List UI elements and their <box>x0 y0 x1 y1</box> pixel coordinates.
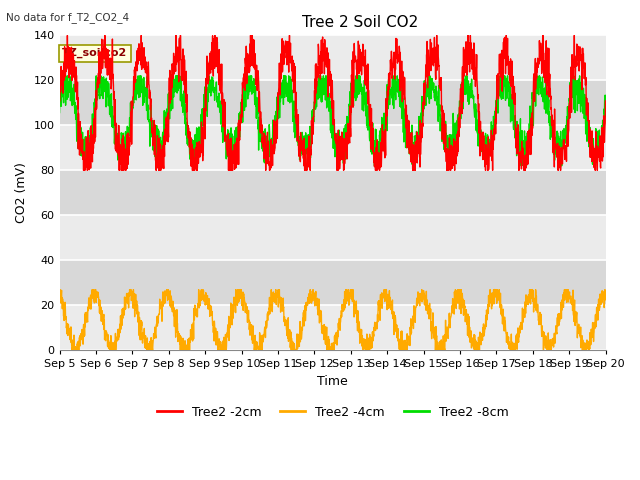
Tree2 -4cm <box>56 293 63 299</box>
Tree2 -8cm <box>569 83 577 88</box>
Bar <box>60 216 605 260</box>
X-axis label: Time: Time <box>317 375 348 388</box>
Tree2 -2cm <box>209 50 216 56</box>
Tree2 -2cm <box>492 131 499 137</box>
Tree2 -4cm <box>349 290 356 296</box>
Tree2 -2cm <box>569 57 577 63</box>
Tree2 -8cm <box>602 103 609 108</box>
Legend: Tree2 -2cm, Tree2 -4cm, Tree2 -8cm: Tree2 -2cm, Tree2 -4cm, Tree2 -8cm <box>152 401 513 424</box>
Bar <box>60 170 605 216</box>
Bar <box>60 36 605 80</box>
Tree2 -4cm <box>209 315 216 321</box>
Text: TZ_soilco2: TZ_soilco2 <box>62 48 127 58</box>
Bar <box>60 80 605 125</box>
Line: Tree2 -2cm: Tree2 -2cm <box>60 36 605 170</box>
Tree2 -4cm <box>554 322 562 328</box>
Text: No data for f_T2_CO2_4: No data for f_T2_CO2_4 <box>6 12 129 23</box>
Line: Tree2 -4cm: Tree2 -4cm <box>60 289 605 350</box>
Tree2 -4cm <box>361 336 369 342</box>
Bar <box>60 260 605 305</box>
Tree2 -4cm <box>492 291 499 297</box>
Tree2 -4cm <box>569 287 577 293</box>
Tree2 -2cm <box>80 168 88 173</box>
Line: Tree2 -8cm: Tree2 -8cm <box>60 76 605 166</box>
Tree2 -2cm <box>361 71 369 77</box>
Tree2 -8cm <box>361 101 369 107</box>
Tree2 -8cm <box>81 163 88 169</box>
Tree2 -8cm <box>349 73 356 79</box>
Tree2 -4cm <box>602 291 609 297</box>
Tree2 -2cm <box>349 82 356 88</box>
Tree2 -4cm <box>56 287 64 292</box>
Tree2 -8cm <box>492 105 499 110</box>
Tree2 -8cm <box>554 147 562 153</box>
Tree2 -8cm <box>209 80 216 85</box>
Tree2 -2cm <box>101 33 109 38</box>
Bar <box>60 305 605 350</box>
Tree2 -8cm <box>56 109 63 115</box>
Tree2 -8cm <box>60 73 67 79</box>
Tree2 -2cm <box>602 98 609 104</box>
Bar <box>60 125 605 170</box>
Y-axis label: CO2 (mV): CO2 (mV) <box>15 162 28 223</box>
Tree2 -2cm <box>56 99 63 105</box>
Title: Tree 2 Soil CO2: Tree 2 Soil CO2 <box>302 15 418 30</box>
Tree2 -2cm <box>554 147 562 153</box>
Tree2 -4cm <box>68 348 76 353</box>
